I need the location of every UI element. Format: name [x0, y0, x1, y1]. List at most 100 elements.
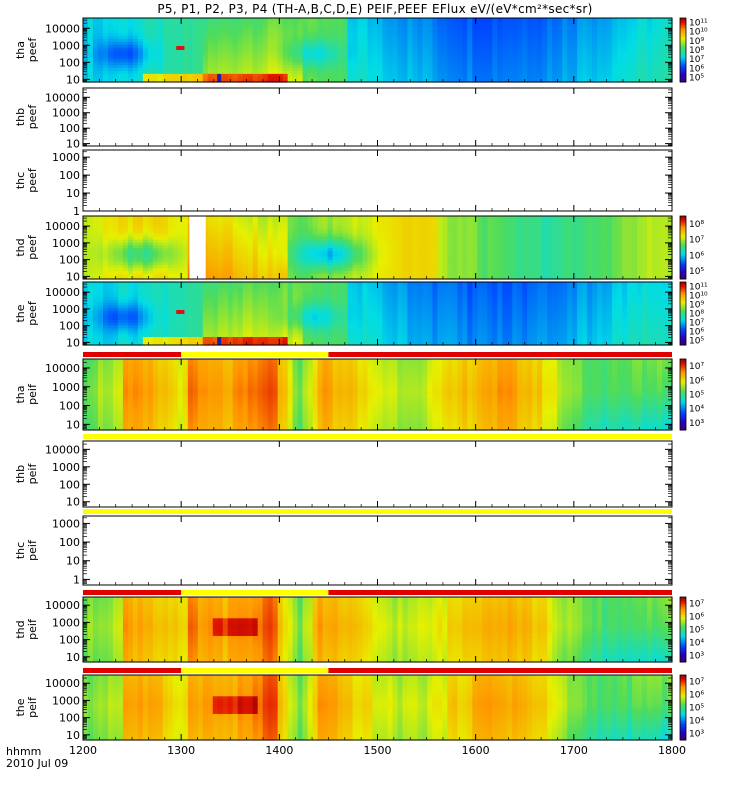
spectrogram-cell: [342, 64, 349, 69]
spectrogram-cell: [477, 79, 483, 83]
spectrogram-cell: [127, 35, 134, 39]
spectrogram-cell: [527, 58, 533, 63]
spectrogram-cell: [387, 47, 394, 51]
spectrogram-cell: [527, 41, 533, 45]
spectrogram-cell: [332, 50, 339, 54]
spectrogram-cell: [387, 32, 394, 37]
spectrogram-cell: [527, 73, 533, 77]
spectrogram-cell: [382, 76, 389, 80]
spectrogram-cell: [277, 35, 284, 39]
spectrogram-cell: [147, 32, 154, 37]
spectrogram-cell: [367, 55, 374, 60]
spectrogram-cell: [232, 55, 239, 60]
spectrogram-cell: [297, 73, 304, 77]
spectrogram-cell: [357, 216, 364, 220]
spectrogram-cell: [232, 76, 239, 80]
spectrogram-cell: [477, 64, 483, 69]
spectrogram-cell: [232, 73, 239, 77]
spectrogram-cell: [197, 76, 204, 80]
spectrogram-cell: [112, 18, 119, 22]
spectrogram-cell: [267, 44, 274, 48]
spectrogram-cell: [517, 61, 523, 66]
spectrogram-cell: [297, 70, 304, 74]
spectrogram-cell: [87, 26, 94, 31]
spectrogram-cell: [307, 52, 314, 57]
spectrogram-cell: [202, 76, 209, 80]
spectrogram-cell: [237, 61, 244, 66]
spectrogram-cell: [83, 73, 89, 77]
spectrogram-cell: [172, 50, 179, 54]
spectrogram-cell: [202, 41, 209, 45]
spectrogram-cell: [157, 38, 164, 42]
spectrogram-cell: [232, 52, 239, 57]
spectrogram-cell: [247, 20, 254, 25]
spectrogram-cell: [437, 38, 443, 42]
spectrogram-cell: [122, 41, 129, 45]
spectrogram-cell: [597, 18, 603, 22]
spectrogram-cell: [112, 32, 119, 37]
spectrogram-cell: [202, 70, 209, 74]
spectrogram-cell: [87, 73, 94, 77]
spectrogram-cell: [492, 41, 498, 45]
spectrogram-cell: [257, 41, 264, 45]
spectrogram-cell: [122, 79, 129, 83]
spectrogram-cell: [342, 29, 349, 34]
spectrogram-cell: [522, 76, 528, 80]
y-axis-label-quantity: peef: [26, 37, 39, 63]
spectrogram-cell: [412, 32, 419, 37]
spectrogram-cell: [397, 47, 404, 51]
spectrogram-cell: [122, 58, 129, 63]
spectrogram-cell: [307, 58, 314, 63]
spectrogram-cell: [157, 18, 164, 22]
spectrogram-cell: [522, 216, 528, 220]
spectrogram-cell: [462, 76, 468, 80]
spectrogram-cell: [387, 41, 394, 45]
spectrogram-cell: [247, 50, 254, 54]
spectrogram-cell: [392, 41, 399, 45]
spectrogram-cell: [352, 79, 359, 83]
spectrogram-cell: [267, 73, 274, 77]
spectrogram-cell: [107, 23, 114, 28]
spectrogram-cell: [312, 44, 319, 48]
spectrogram-cell: [122, 50, 129, 54]
spectrogram-cell: [177, 29, 184, 34]
spectrogram-cell: [497, 20, 503, 25]
spectrogram-cell: [87, 70, 94, 74]
spectrogram-cell: [487, 26, 493, 31]
spectrogram-cell: [472, 18, 478, 22]
spectrogram-cell: [162, 47, 169, 51]
spectrogram-cell: [382, 50, 389, 54]
spectrogram-cell: [127, 76, 134, 80]
spectrogram-cell: [522, 38, 528, 42]
spectrogram-cell: [242, 58, 249, 63]
spectrogram-cell: [257, 61, 264, 66]
y-tick-label: 1000: [52, 107, 80, 120]
spectrogram-cell: [83, 41, 89, 45]
spectrogram-cell: [187, 61, 194, 66]
spectrogram-cell: [187, 58, 194, 63]
spectrogram-cell: [222, 55, 229, 60]
spectrogram-cell: [372, 73, 379, 77]
spectrogram-cell: [487, 73, 493, 77]
spectrogram-cell: [332, 52, 339, 57]
spectrogram-cell: [457, 73, 463, 77]
spectrogram-cell: [297, 50, 304, 54]
spectrogram-cell: [317, 76, 324, 80]
spectrogram-cell: [527, 76, 533, 80]
spectrogram-cell: [117, 52, 124, 57]
spectrogram-cell: [172, 18, 179, 22]
spectrogram-cell: [472, 216, 478, 220]
spectrogram-cell: [372, 44, 379, 48]
spectrogram-cell: [182, 50, 189, 54]
spectrogram-cell: [427, 18, 434, 22]
spectrogram-cell: [517, 47, 523, 51]
spectrogram-cell: [87, 79, 94, 83]
spectrogram-cell: [322, 52, 329, 57]
spectrogram-cell: [272, 44, 279, 48]
spectrogram-cell: [262, 55, 269, 60]
spectrogram-cell: [492, 64, 498, 69]
spectrogram-cell: [182, 61, 189, 66]
spectrogram-cell: [177, 67, 184, 71]
spectrogram-cell: [117, 41, 124, 45]
spectrogram-cell: [257, 76, 264, 80]
